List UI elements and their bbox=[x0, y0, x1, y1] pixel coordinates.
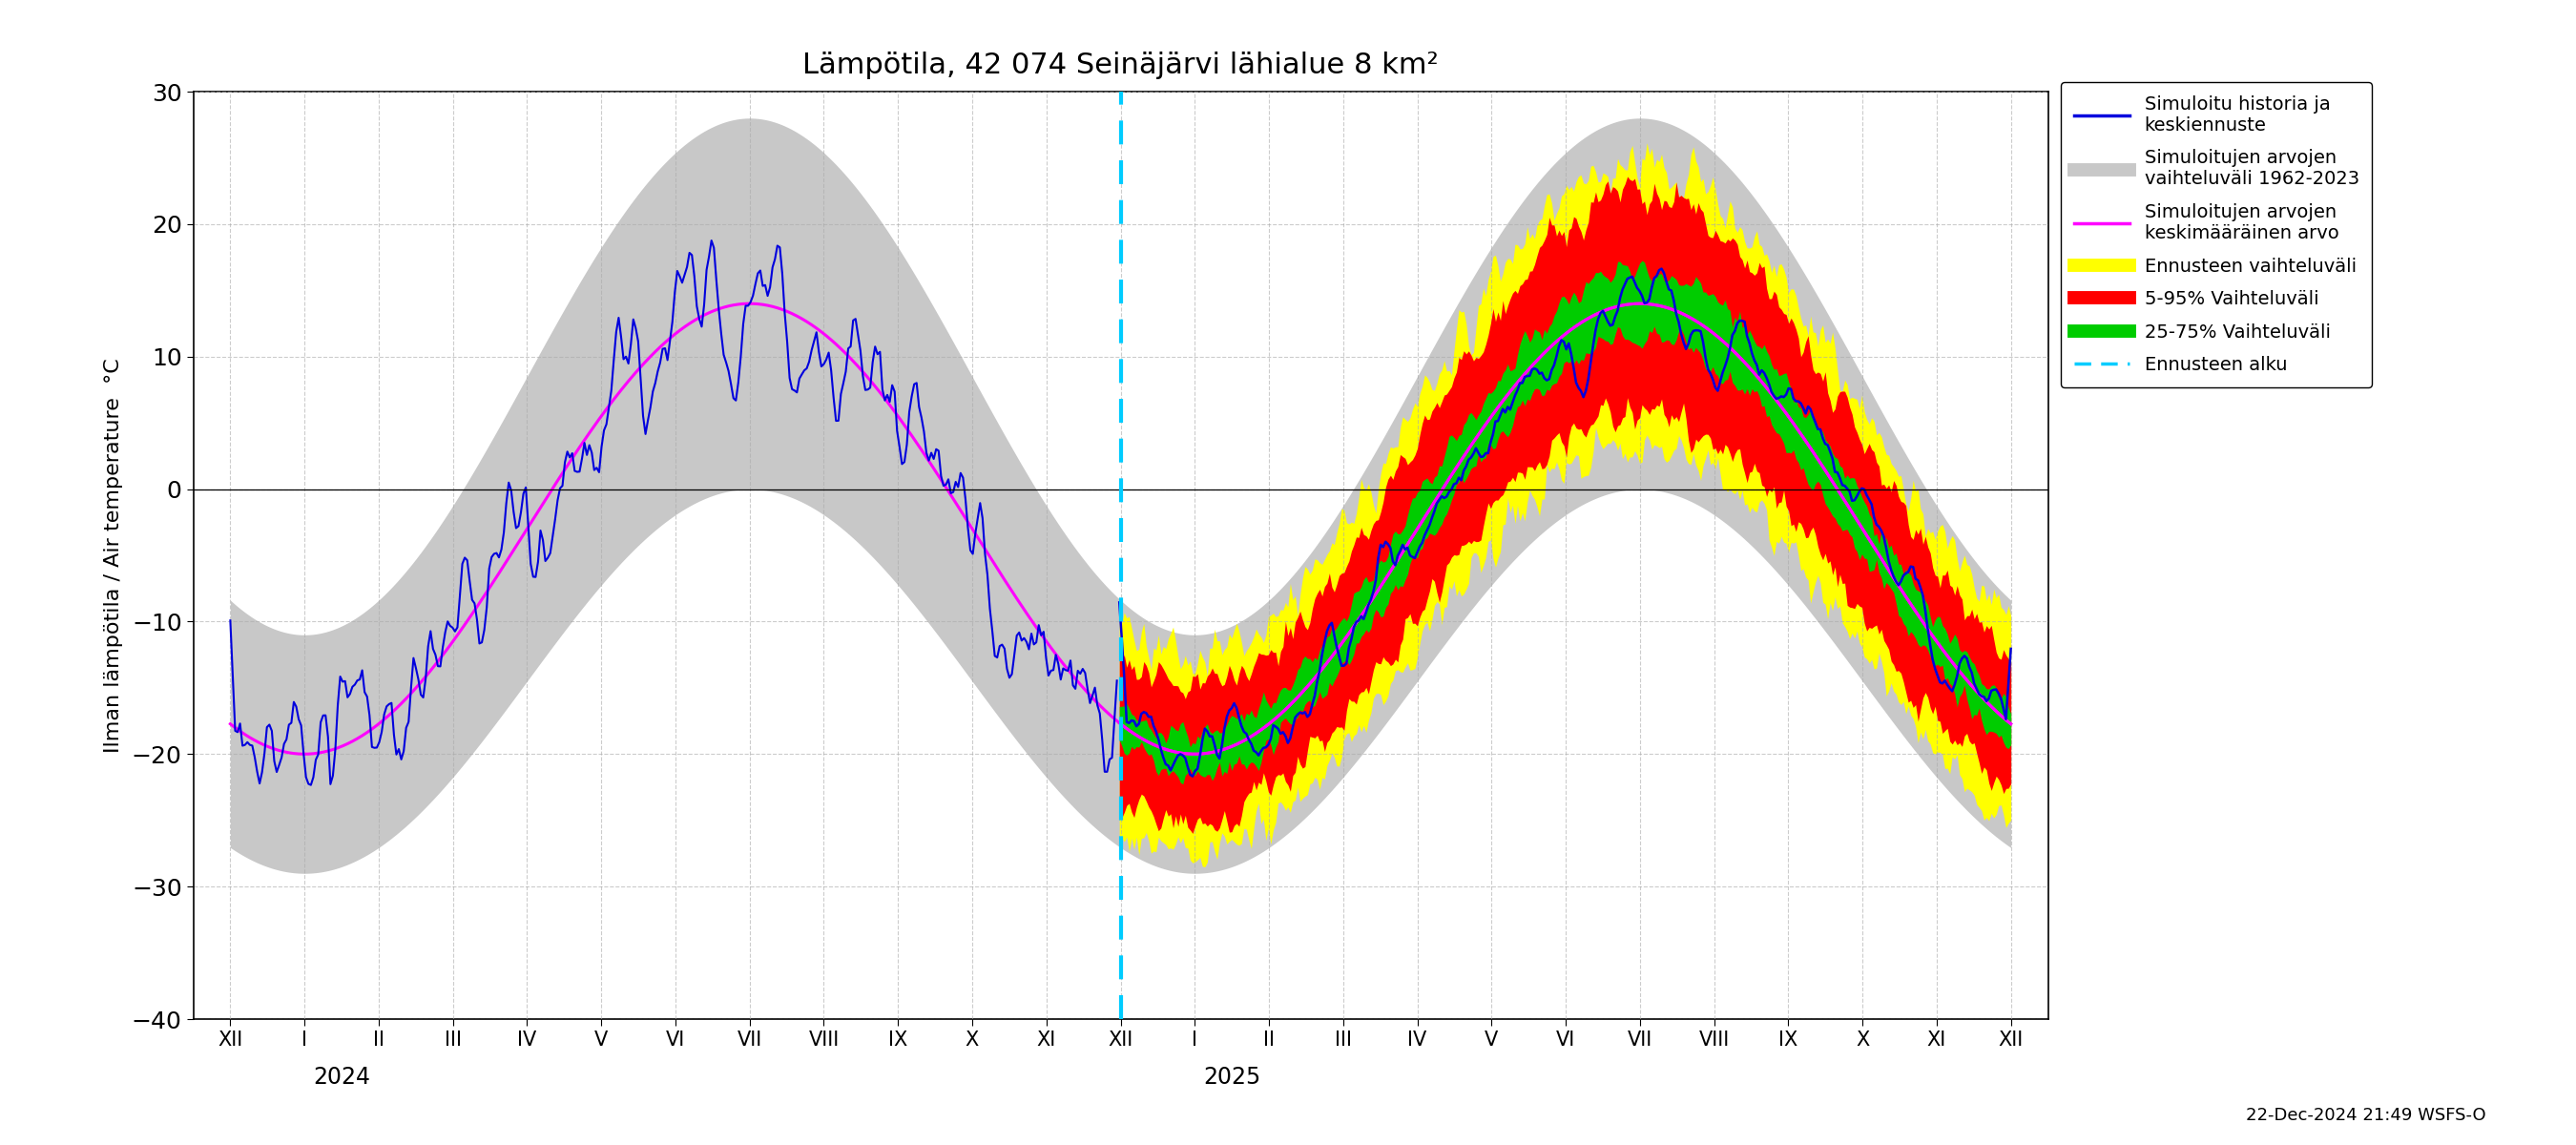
Text: 2024: 2024 bbox=[312, 1065, 371, 1088]
Text: 2025: 2025 bbox=[1203, 1065, 1260, 1088]
Y-axis label: Ilman lämpötila / Air temperature  °C: Ilman lämpötila / Air temperature °C bbox=[106, 358, 124, 752]
Text: 22-Dec-2024 21:49 WSFS-O: 22-Dec-2024 21:49 WSFS-O bbox=[2246, 1107, 2486, 1124]
Title: Lämpötila, 42 074 Seinäjärvi lähialue 8 km²: Lämpötila, 42 074 Seinäjärvi lähialue 8 … bbox=[804, 52, 1437, 79]
Legend: Simuloitu historia ja
keskiennuste, Simuloitujen arvojen
vaihteluväli 1962-2023,: Simuloitu historia ja keskiennuste, Simu… bbox=[2061, 82, 2372, 387]
